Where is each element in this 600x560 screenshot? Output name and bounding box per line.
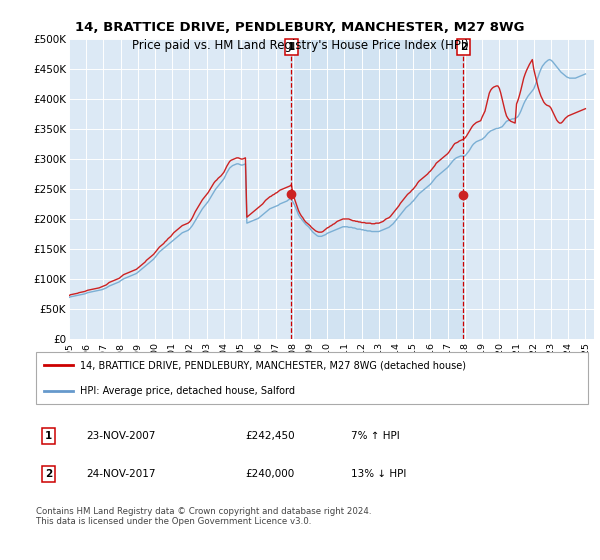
FancyBboxPatch shape (36, 352, 588, 404)
Text: 14, BRATTICE DRIVE, PENDLEBURY, MANCHESTER, M27 8WG (detached house): 14, BRATTICE DRIVE, PENDLEBURY, MANCHEST… (80, 360, 466, 370)
Text: 2: 2 (45, 469, 52, 479)
Text: 2: 2 (460, 42, 467, 52)
Text: HPI: Average price, detached house, Salford: HPI: Average price, detached house, Salf… (80, 386, 295, 396)
Text: 1: 1 (45, 431, 52, 441)
Text: 24-NOV-2017: 24-NOV-2017 (86, 469, 155, 479)
Bar (292, 39, 463, 339)
Text: 23-NOV-2007: 23-NOV-2007 (86, 431, 155, 441)
Text: 1: 1 (288, 42, 295, 52)
Text: Contains HM Land Registry data © Crown copyright and database right 2024.
This d: Contains HM Land Registry data © Crown c… (36, 507, 371, 526)
Text: Price paid vs. HM Land Registry's House Price Index (HPI): Price paid vs. HM Land Registry's House … (131, 39, 469, 52)
Text: £242,450: £242,450 (245, 431, 295, 441)
Text: 7% ↑ HPI: 7% ↑ HPI (351, 431, 400, 441)
Text: 14, BRATTICE DRIVE, PENDLEBURY, MANCHESTER, M27 8WG: 14, BRATTICE DRIVE, PENDLEBURY, MANCHEST… (75, 21, 525, 34)
Text: 13% ↓ HPI: 13% ↓ HPI (351, 469, 406, 479)
Text: £240,000: £240,000 (245, 469, 294, 479)
